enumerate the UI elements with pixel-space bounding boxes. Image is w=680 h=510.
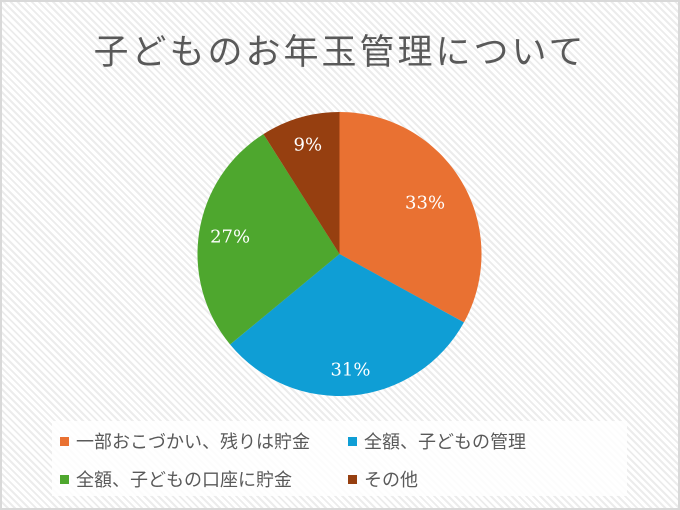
legend-label: その他 <box>364 470 418 491</box>
legend-item-child-account: 全額、子どもの口座に貯金 <box>60 466 292 492</box>
pie-slice <box>230 254 464 397</box>
chart-title: 子どものお年玉管理について <box>93 33 587 73</box>
pie-slice <box>263 112 340 254</box>
legend-item-other: その他 <box>348 466 418 492</box>
legend-item-child-managed: 全額、子どもの管理 <box>348 428 526 454</box>
legend-label: 一部おこづかい、残りは貯金 <box>76 432 310 453</box>
legend-swatch <box>60 436 69 446</box>
legend-label: 全額、子どもの管理 <box>364 432 526 453</box>
legend-label: 全額、子どもの口座に貯金 <box>76 470 292 491</box>
legend: 一部おこづかい、残りは貯金 全額、子どもの管理 全額、子どもの口座に貯金 その他 <box>52 421 627 496</box>
legend-item-partial-allowance: 一部おこづかい、残りは貯金 <box>60 428 310 454</box>
pie-slice <box>197 134 340 345</box>
pie-slice <box>339 112 482 323</box>
legend-swatch <box>348 436 357 446</box>
legend-swatch <box>60 474 69 484</box>
data-label: 27% <box>210 226 251 248</box>
data-label: 9% <box>293 134 323 156</box>
data-label: 31% <box>330 359 371 381</box>
legend-swatch <box>348 474 357 484</box>
data-label: 33% <box>405 192 446 214</box>
